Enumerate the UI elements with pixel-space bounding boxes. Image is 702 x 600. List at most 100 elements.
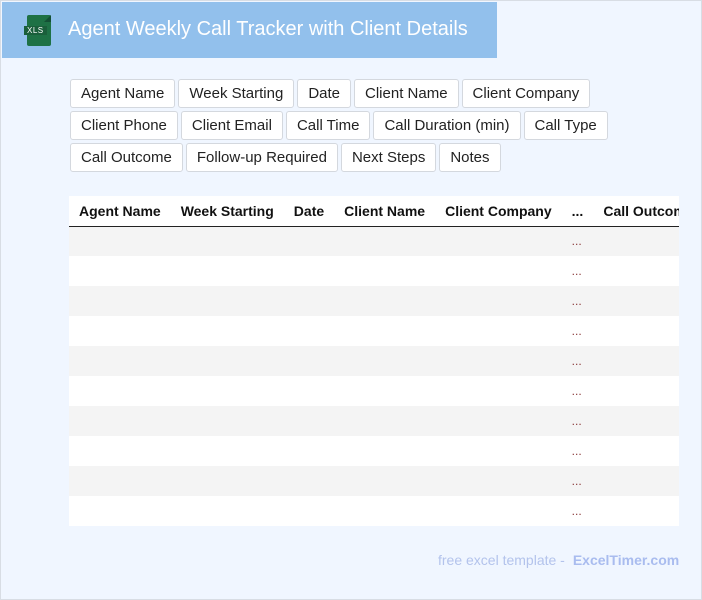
table-cell[interactable] — [334, 316, 435, 346]
table-cell[interactable] — [593, 346, 679, 376]
table-cell[interactable] — [334, 286, 436, 316]
table-row: ... — [69, 406, 679, 436]
table-cell[interactable]: ... — [561, 406, 594, 436]
page-title: Agent Weekly Call Tracker with Client De… — [68, 18, 468, 40]
table-row: ... — [69, 436, 679, 466]
table-cell[interactable] — [435, 346, 562, 376]
table-cell[interactable] — [69, 376, 171, 406]
table-cell[interactable] — [284, 496, 334, 526]
field-chip[interactable]: Notes — [439, 143, 501, 172]
table-cell[interactable] — [170, 226, 284, 256]
table-cell[interactable] — [334, 436, 435, 466]
data-table: Agent Name Week Starting Date Client Name Cl… — [69, 196, 679, 526]
table-cell[interactable] — [284, 256, 334, 286]
table-cell[interactable] — [69, 406, 171, 436]
table-cell[interactable] — [69, 286, 171, 316]
table-cell[interactable] — [435, 496, 562, 526]
table-cell[interactable] — [283, 346, 335, 376]
table-cell[interactable] — [593, 226, 679, 256]
table-cell[interactable] — [334, 496, 435, 526]
table-cell[interactable] — [593, 496, 679, 526]
table-cell[interactable]: ... — [561, 226, 594, 256]
table-cell[interactable] — [171, 256, 284, 286]
table-cell[interactable] — [171, 436, 284, 466]
table-cell[interactable] — [593, 286, 679, 316]
table-cell[interactable] — [69, 436, 171, 466]
field-chip[interactable]: Client Phone — [70, 111, 178, 140]
table-cell[interactable] — [284, 376, 334, 406]
table-cell[interactable] — [69, 346, 171, 376]
table-row: ... — [69, 316, 679, 346]
table-cell[interactable] — [435, 226, 562, 256]
table-cell[interactable] — [283, 286, 335, 316]
field-chip[interactable]: Follow-up Required — [185, 143, 338, 172]
table-cell[interactable] — [435, 406, 562, 436]
table-cell[interactable] — [283, 226, 335, 256]
table-cell[interactable] — [435, 256, 562, 286]
table-cell[interactable] — [435, 466, 562, 496]
field-chip[interactable]: Client Company — [461, 79, 591, 108]
table-cell[interactable] — [334, 256, 435, 286]
table-cell[interactable] — [170, 286, 284, 316]
table-cell[interactable] — [69, 226, 171, 256]
table-row: ... — [69, 226, 679, 256]
field-chip[interactable]: Client Email — [180, 111, 283, 140]
table-cell[interactable] — [334, 466, 436, 496]
field-chip[interactable]: Call Duration (min) — [373, 111, 521, 140]
table-cell[interactable] — [171, 316, 284, 346]
table-cell[interactable] — [69, 466, 171, 496]
field-chip[interactable]: Date — [297, 79, 352, 108]
table-cell[interactable]: ... — [561, 466, 594, 496]
table-cell[interactable] — [283, 466, 335, 496]
table-cell[interactable] — [69, 256, 171, 286]
field-chip[interactable]: Agent Name — [70, 79, 176, 108]
table-cell[interactable] — [170, 466, 284, 496]
table-cell[interactable]: ... — [571, 504, 582, 518]
table-cell[interactable] — [593, 466, 679, 496]
table-cell[interactable] — [69, 316, 171, 346]
field-chip[interactable]: Client Name — [354, 79, 459, 108]
table-cell[interactable] — [171, 376, 284, 406]
table-cell[interactable] — [283, 406, 335, 436]
table-cell[interactable] — [435, 316, 562, 346]
table-cell[interactable] — [334, 376, 435, 406]
table-cell[interactable] — [593, 376, 679, 406]
table-cell[interactable]: ... — [571, 384, 582, 398]
field-chip[interactable]: Call Outcome — [70, 143, 183, 172]
column-header[interactable]: Call Outcome — [593, 196, 679, 227]
column-header[interactable]: Client Name — [334, 196, 436, 227]
column-header[interactable]: Client Company — [435, 196, 562, 227]
field-chip[interactable]: Next Steps — [340, 143, 437, 172]
table-cell[interactable] — [334, 226, 436, 256]
table-cell[interactable] — [435, 436, 562, 466]
table-cell[interactable] — [170, 406, 284, 436]
table-cell[interactable]: ... — [571, 444, 582, 458]
table-cell[interactable] — [593, 436, 679, 466]
table-cell[interactable]: ... — [561, 286, 594, 316]
table-cell[interactable] — [593, 406, 679, 436]
table-cell[interactable] — [171, 496, 284, 526]
column-header[interactable]: ... — [561, 196, 594, 227]
table-cell[interactable]: ... — [561, 346, 594, 376]
title-banner: XLS Agent Weekly Call Tracker with Clien… — [2, 2, 497, 58]
column-header[interactable]: Date — [283, 196, 335, 227]
table-cell[interactable] — [435, 286, 562, 316]
field-chip[interactable]: Week Starting — [178, 79, 295, 108]
table-cell[interactable]: ... — [571, 264, 582, 278]
column-header[interactable]: Agent Name — [69, 196, 171, 227]
field-chip[interactable]: Call Time — [285, 111, 371, 140]
table-cell[interactable] — [334, 346, 436, 376]
column-header[interactable]: Week Starting — [170, 196, 284, 227]
brand-link[interactable]: ExcelTimer.com — [572, 552, 680, 568]
table-cell[interactable] — [435, 376, 562, 406]
table-row: ... — [69, 346, 679, 376]
table-cell[interactable] — [170, 346, 284, 376]
field-chip[interactable]: Call Type — [523, 111, 608, 140]
table-cell[interactable] — [334, 406, 436, 436]
table-cell[interactable] — [284, 316, 334, 346]
table-cell[interactable] — [284, 436, 334, 466]
table-cell[interactable] — [69, 496, 171, 526]
table-cell[interactable]: ... — [571, 324, 582, 338]
table-cell[interactable] — [593, 256, 679, 286]
table-cell[interactable] — [593, 316, 679, 346]
